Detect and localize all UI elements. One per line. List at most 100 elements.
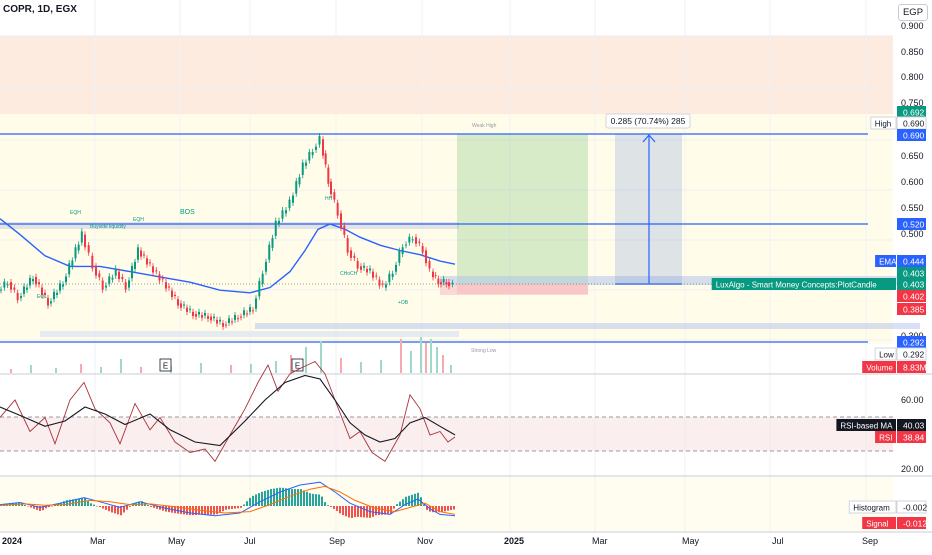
candle-body xyxy=(195,314,197,317)
candle-body xyxy=(95,266,97,276)
candle-body xyxy=(0,289,2,291)
price-axis[interactable]: 0.900 0.850 0.800 0.750 0.650 0.600 0.550 0.500… xyxy=(901,21,924,474)
histogram-bar xyxy=(216,506,218,515)
rsi-line xyxy=(0,360,456,463)
candle-body xyxy=(168,286,170,288)
histogram-bar xyxy=(393,506,395,509)
candle-body xyxy=(114,268,117,276)
liquidity-box-low xyxy=(255,323,920,329)
candle-body xyxy=(35,276,37,285)
histogram-bar xyxy=(132,504,134,506)
smc-label: EQH xyxy=(133,217,144,223)
candle-body xyxy=(183,304,185,306)
candle-body xyxy=(385,284,387,288)
histogram-bar xyxy=(180,506,182,515)
indicator-tag-label: Volume xyxy=(866,364,893,373)
earnings-marker[interactable] xyxy=(159,358,172,372)
candle-body xyxy=(87,245,90,253)
candle-body xyxy=(246,313,248,315)
histogram-bar xyxy=(96,505,98,507)
price-tag-value: 40.03 xyxy=(903,421,925,431)
candle-body xyxy=(318,136,321,145)
histogram-bar xyxy=(219,506,221,513)
candle-body xyxy=(213,316,215,319)
candle-body xyxy=(445,282,448,285)
candle-body xyxy=(249,307,251,312)
candle-body xyxy=(356,261,359,269)
candle-body xyxy=(418,241,421,243)
price-range-arrowhead xyxy=(642,134,656,143)
macd-pane xyxy=(0,477,893,531)
candle-body xyxy=(74,247,77,259)
smc-label: Buyside liquidity xyxy=(90,224,126,230)
candle-body xyxy=(118,271,120,280)
histogram-bar xyxy=(438,506,440,513)
histogram-bar xyxy=(234,506,236,509)
histogram-bar xyxy=(444,506,446,512)
candle-body xyxy=(16,292,19,301)
candle-body xyxy=(288,199,291,209)
histogram-bar xyxy=(186,506,188,515)
candle-body xyxy=(252,310,254,312)
price-tag-value: 0.292 xyxy=(903,350,925,360)
histogram-bar xyxy=(390,506,392,515)
earnings-marker[interactable] xyxy=(291,358,304,372)
histogram-bar xyxy=(63,501,65,506)
candle-body xyxy=(108,276,111,284)
price-tag xyxy=(897,278,926,290)
candle-body xyxy=(204,312,206,316)
candle-body xyxy=(137,247,139,260)
indicator-tag-label: Low xyxy=(879,351,894,360)
price-tag xyxy=(897,336,926,348)
smc-label: +OB xyxy=(398,300,409,306)
price-tag-value: 0.692 xyxy=(903,108,925,118)
candle-body xyxy=(292,195,294,203)
candle-body xyxy=(440,282,442,285)
histogram-bar xyxy=(270,489,272,506)
premium-zone xyxy=(0,36,893,114)
candle-body xyxy=(255,298,257,309)
candle-body xyxy=(434,275,437,277)
histogram-bar xyxy=(297,489,299,506)
histogram-bar xyxy=(426,506,428,510)
histogram-bar xyxy=(246,501,248,506)
histogram-bar xyxy=(102,506,104,509)
volume-bar xyxy=(10,369,12,373)
volume-bar xyxy=(442,355,444,373)
histogram-bar xyxy=(231,506,233,509)
candle-body xyxy=(91,255,94,269)
volume-bar xyxy=(290,355,292,373)
indicator-tag xyxy=(875,431,896,443)
histogram-bar xyxy=(303,490,305,506)
candle-body xyxy=(274,220,277,236)
candle-body xyxy=(333,192,336,200)
histogram-bar xyxy=(93,504,95,506)
symbol-header[interactable]: COPR, 1D, EGX xyxy=(3,4,77,15)
candle-body xyxy=(47,298,49,306)
histogram-bar xyxy=(285,488,287,506)
macd-line xyxy=(0,481,456,517)
axis-tags: 0.6920.690High0.6900.5200.444EMA0.4030.4… xyxy=(711,106,927,529)
candle-body xyxy=(353,255,356,258)
histogram-bar xyxy=(129,506,131,507)
histogram-bar xyxy=(339,506,341,514)
histogram-bar xyxy=(306,491,308,506)
volume-bar xyxy=(420,337,422,373)
histogram-bar xyxy=(261,491,263,506)
histogram-bar xyxy=(33,506,35,509)
candle-body xyxy=(149,262,151,264)
time-axis[interactable]: 2024 Mar May Jul Sep Nov 2025 Mar May Jul Sep xyxy=(2,536,878,546)
price-tag xyxy=(897,218,926,230)
histogram-bar xyxy=(264,490,266,506)
candle-body xyxy=(311,152,314,156)
histogram-bar xyxy=(342,506,344,516)
price-tick-label: 0.550 xyxy=(901,203,924,213)
candle-body xyxy=(405,244,407,246)
candle-body xyxy=(324,153,327,165)
currency-button[interactable]: EGP xyxy=(898,4,928,21)
indicator-tag-label: Signal xyxy=(866,520,888,529)
candle-body xyxy=(68,263,71,275)
histogram-bar xyxy=(72,499,74,506)
price-tag-value: 0.385 xyxy=(903,305,925,315)
